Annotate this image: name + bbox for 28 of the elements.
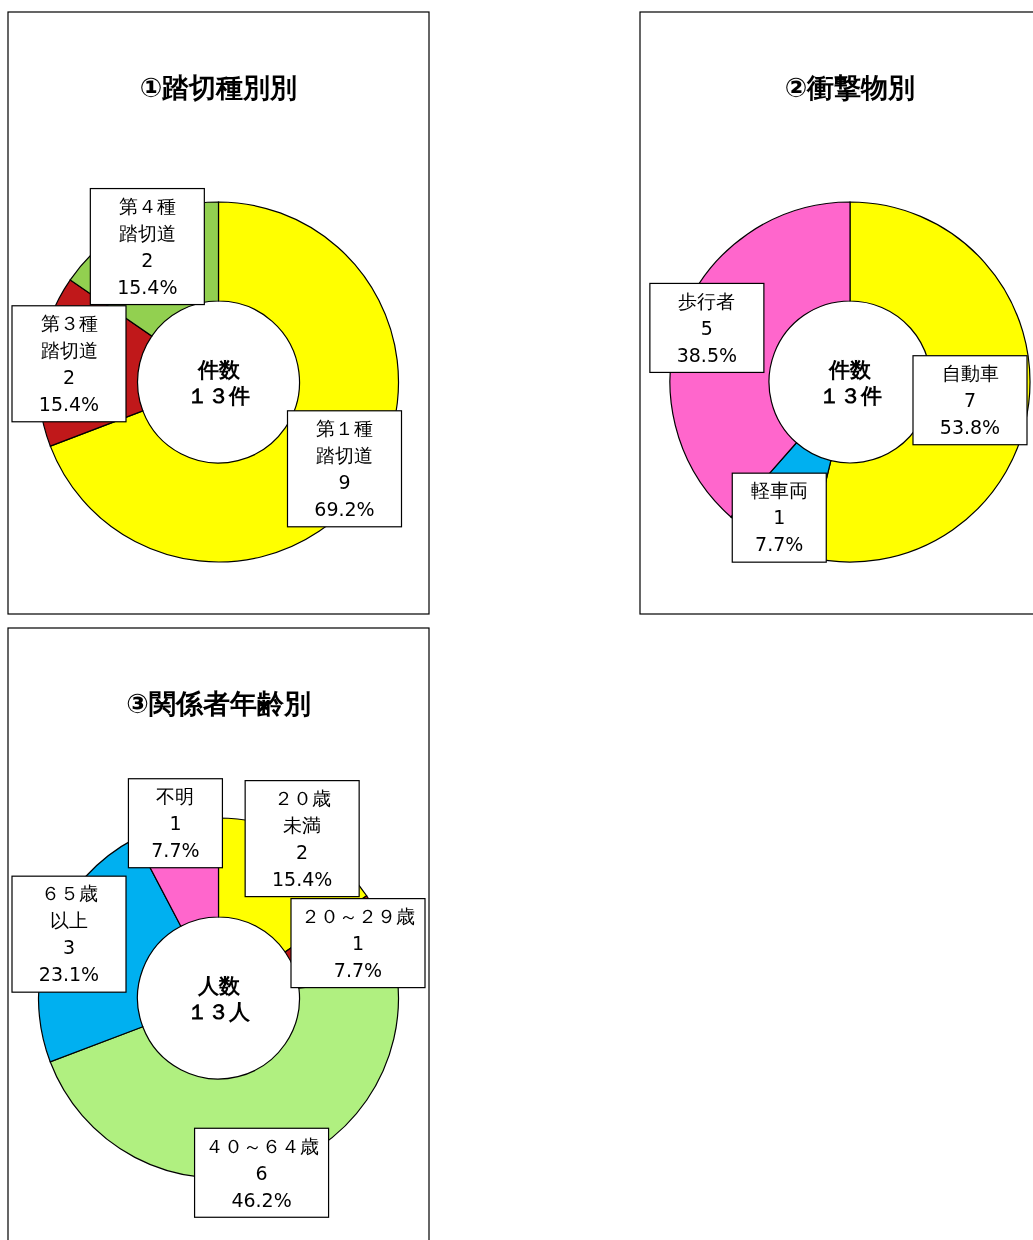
- text: 件数１３件: [818, 358, 882, 408]
- slice-label: 第４種踏切道: [118, 194, 176, 244]
- slice-label: 第３種踏切道: [40, 312, 98, 362]
- data-label: 1 7.7%: [755, 506, 804, 556]
- slice-label: 自動車: [941, 361, 999, 384]
- text: 人数１３人: [187, 974, 251, 1024]
- data-label: 2 15.4%: [38, 366, 100, 416]
- chart-title: ②衝撃物別: [784, 72, 916, 103]
- data-label: 5 38.5%: [676, 316, 738, 366]
- data-label: 9 69.2%: [314, 471, 375, 521]
- slice-label: ２０～２９歳: [301, 904, 415, 927]
- chart-title: ③関係者年齢別: [126, 688, 311, 719]
- text: 件数１３件: [187, 358, 250, 408]
- chart-title: ①踏切種別別: [139, 72, 298, 103]
- slice-label: 歩行者: [678, 289, 736, 312]
- data-label: 3 23.1%: [38, 936, 100, 986]
- slice-label: 軽車両: [750, 479, 808, 502]
- data-label: 2 15.4%: [271, 840, 333, 890]
- slice-label: ６５歳以上: [40, 882, 98, 932]
- data-label: 2 15.4%: [117, 248, 178, 298]
- data-label: 6 46.2%: [231, 1161, 292, 1211]
- slice-label: ４０～６４歳: [204, 1134, 319, 1157]
- slice-label: 不明: [156, 784, 195, 807]
- data-label: 7 53.8%: [939, 388, 1001, 438]
- slice-label: 第１種踏切道: [316, 417, 373, 467]
- data-label: 1 7.7%: [151, 811, 200, 861]
- slice-label: ２０歳未満: [273, 786, 331, 836]
- data-label: 1 7.7%: [333, 931, 383, 981]
